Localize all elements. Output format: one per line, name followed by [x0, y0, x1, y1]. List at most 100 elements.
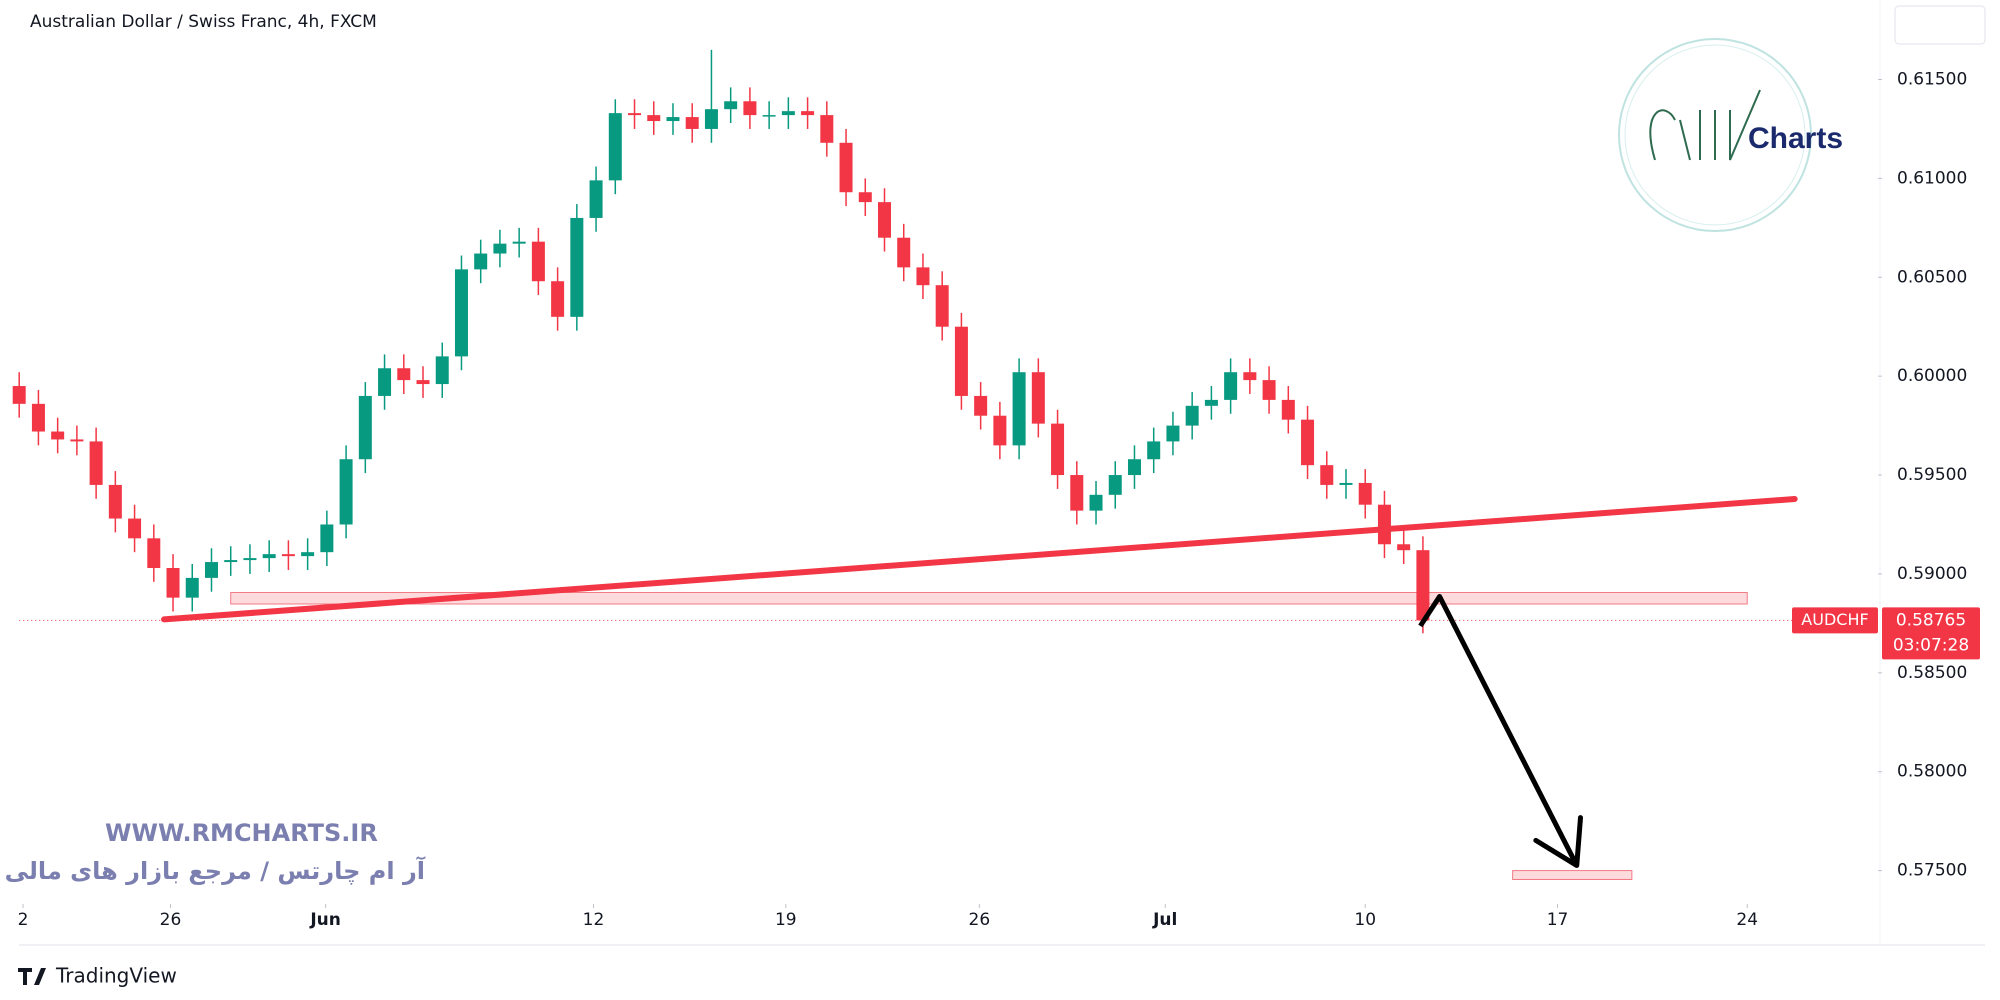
candle-body	[51, 431, 65, 440]
candle-body	[435, 356, 449, 385]
candle-body	[339, 459, 353, 525]
candle-body	[570, 217, 584, 317]
watermark-persian: آر ام چارتس / مرجع بازار های مالی	[5, 856, 426, 885]
brand-logo	[18, 968, 46, 985]
y-tick-label: 0.59500	[1897, 465, 1967, 485]
candle-body	[916, 267, 930, 286]
candle-body	[743, 101, 757, 116]
candle-body	[974, 395, 988, 416]
candle-body	[993, 415, 1007, 446]
y-tick-label: 0.60500	[1897, 267, 1967, 287]
forecast-arrow	[1418, 593, 1579, 867]
candle-body	[147, 538, 161, 568]
x-tick-label: 17	[1547, 910, 1569, 930]
candle-body	[1397, 544, 1411, 551]
candle-body	[878, 202, 892, 238]
candle-body	[262, 554, 276, 559]
candle-body	[1281, 399, 1295, 420]
toolbar-box[interactable]	[1894, 5, 1986, 45]
brand-text: TradingView	[55, 964, 177, 988]
candle-body	[1204, 399, 1218, 406]
candle-body	[31, 403, 45, 432]
logo: Charts	[1618, 38, 1843, 232]
candle-body	[166, 567, 180, 598]
candle-body	[762, 115, 776, 117]
candle-body	[1262, 380, 1276, 400]
symbol-label: AUDCHF	[1801, 610, 1868, 629]
candle-body	[454, 269, 468, 357]
candle-body	[1224, 372, 1238, 400]
candle-body	[608, 113, 622, 181]
candle-body	[628, 113, 642, 116]
y-tick-label: 0.58000	[1897, 762, 1967, 782]
candle-body	[551, 281, 565, 317]
candle-body	[128, 518, 142, 539]
candle-body	[647, 115, 661, 122]
candle-body	[839, 142, 853, 193]
candle-body	[378, 368, 392, 396]
logo-text: Charts	[1748, 122, 1843, 155]
candle-body	[416, 380, 430, 385]
candle-body	[666, 117, 680, 122]
target-zone	[1512, 870, 1633, 880]
y-tick-label: 0.61500	[1897, 70, 1967, 90]
symbol-label-box	[1792, 607, 1878, 634]
candle-body	[1070, 475, 1084, 511]
x-tick-label: Jul	[1152, 910, 1177, 930]
candle-body	[1339, 482, 1353, 485]
candle-body	[474, 253, 488, 270]
candle-body	[1416, 550, 1430, 621]
candle-body	[358, 395, 372, 460]
candle-body	[935, 285, 949, 327]
candle-body	[954, 326, 968, 396]
candle-body	[70, 439, 84, 442]
candle-body	[704, 109, 718, 129]
candle-body	[1301, 419, 1315, 466]
y-tick-label: 0.60000	[1897, 366, 1967, 386]
candle-body	[1127, 459, 1141, 476]
logo-glyph	[1649, 89, 1761, 161]
x-tick-label: 26	[160, 910, 182, 930]
candle-body	[685, 117, 699, 129]
candle-body	[1051, 423, 1065, 476]
candle-body	[204, 562, 218, 578]
candle-body	[820, 115, 834, 143]
candle-body	[185, 577, 199, 598]
candle-body	[1012, 372, 1026, 446]
candle-body	[1108, 475, 1122, 495]
arrow-head	[1533, 815, 1584, 868]
x-tick-label: 2	[18, 910, 29, 930]
candle-body	[320, 524, 334, 553]
candle-body	[1377, 504, 1391, 545]
price-label: 0.58765	[1896, 610, 1966, 630]
candle-body	[531, 241, 545, 282]
candle-body	[12, 386, 26, 404]
countdown-label: 03:07:28	[1893, 635, 1969, 655]
chart-title: Australian Dollar / Swiss Franc, 4h, FXC…	[30, 12, 377, 32]
candle-body	[801, 111, 815, 116]
trendline	[161, 495, 1798, 623]
candle-body	[243, 558, 257, 561]
logo-circle	[1618, 38, 1812, 232]
y-tick-label: 0.57500	[1897, 861, 1967, 881]
candle-body	[1166, 425, 1180, 442]
candle-body	[897, 237, 911, 268]
x-tick-label: 12	[583, 910, 605, 930]
candle-body	[1089, 494, 1103, 511]
candle-body	[89, 441, 103, 485]
x-tick-label: 19	[775, 910, 797, 930]
support-zone	[230, 592, 1748, 605]
candle-body	[493, 243, 507, 254]
candle-body	[301, 552, 315, 557]
candle-body	[724, 101, 738, 110]
y-tick-label: 0.59000	[1897, 564, 1967, 584]
candle-body	[1031, 372, 1045, 424]
candle-body	[781, 111, 795, 116]
price-label-box	[1882, 607, 1980, 660]
watermark-url: WWW.RMCHARTS.IR	[105, 819, 378, 847]
logo-circle-inner	[1624, 44, 1806, 226]
x-tick-label: Jun	[309, 910, 341, 930]
candle-body	[397, 368, 411, 381]
candle-body	[512, 241, 526, 244]
